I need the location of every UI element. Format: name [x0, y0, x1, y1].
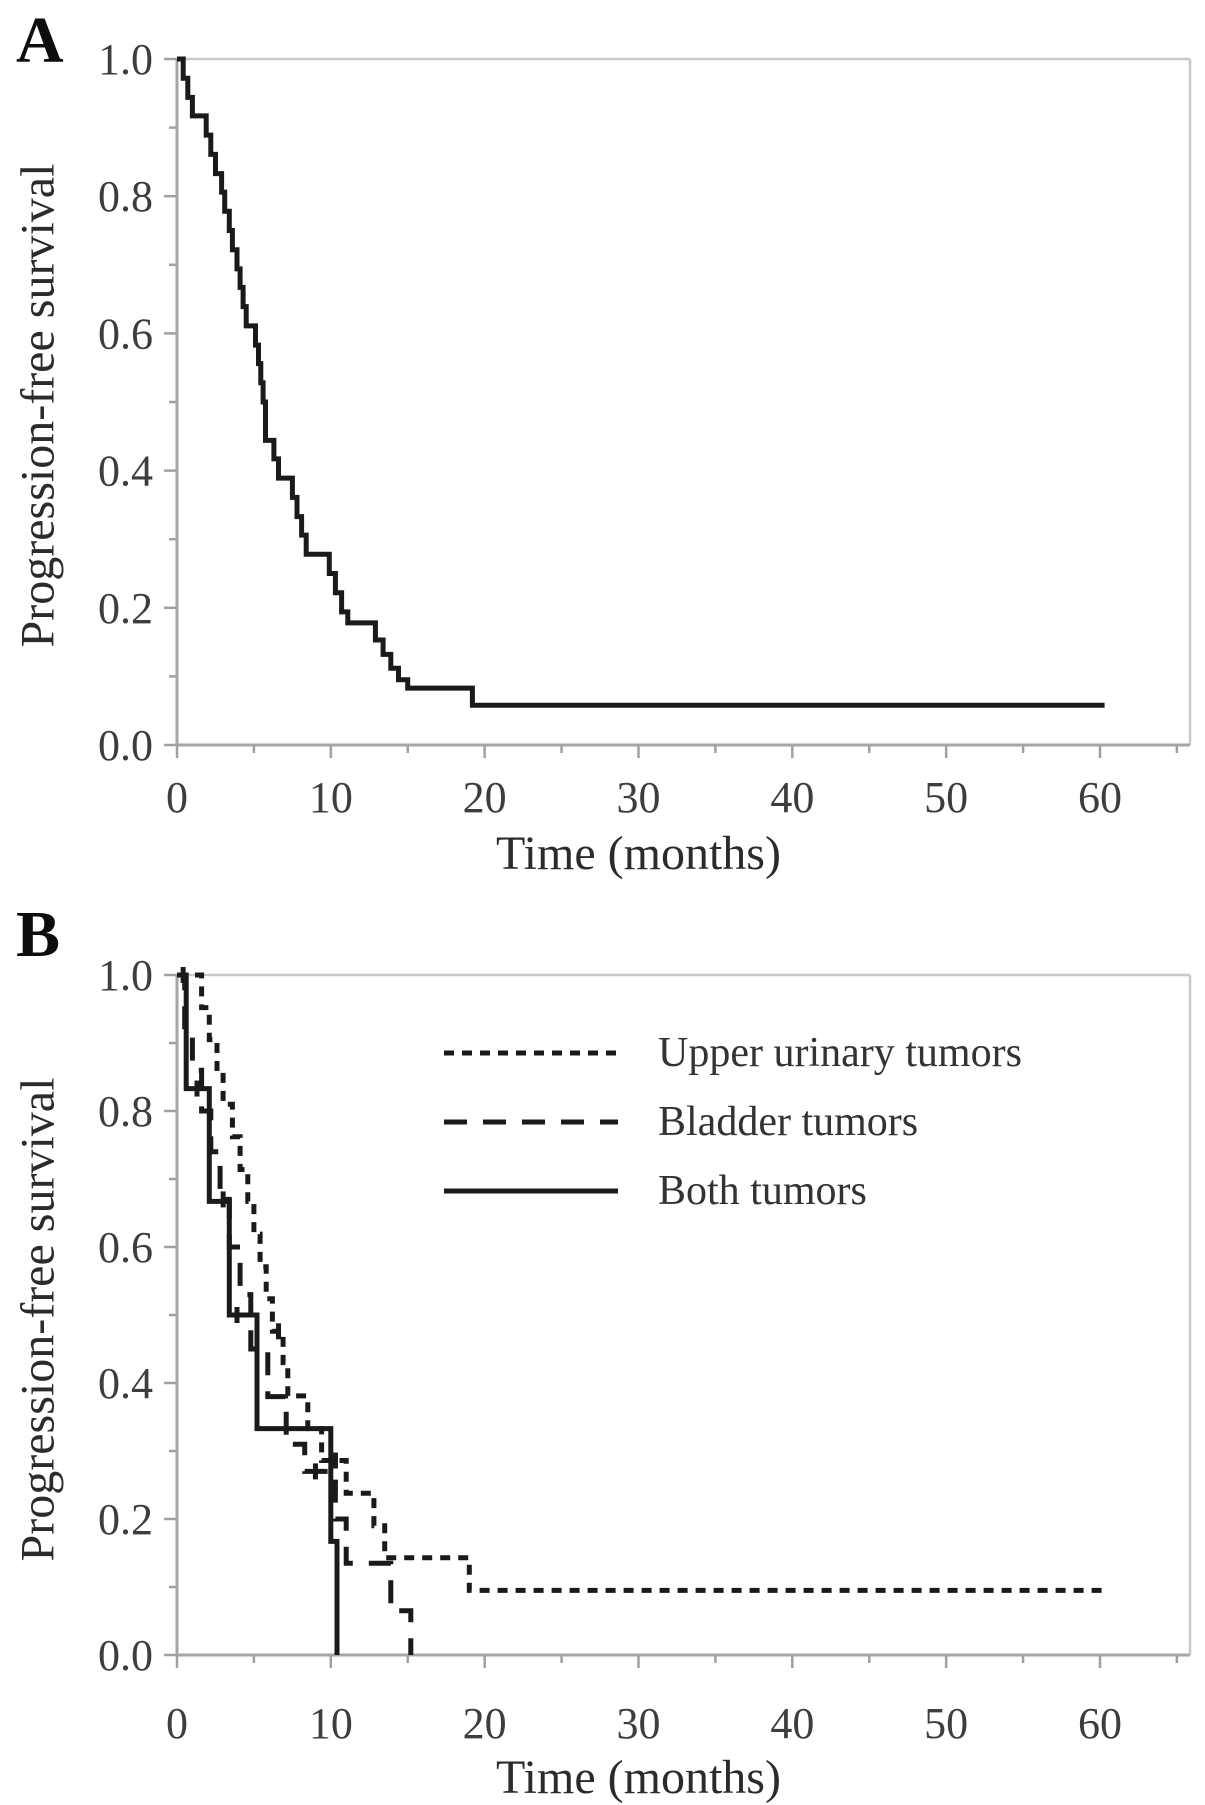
svg-text:0.0: 0.0 [98, 1631, 153, 1680]
svg-text:0.4: 0.4 [98, 1359, 153, 1408]
x-axis-title-a: Time (months) [496, 827, 781, 880]
legend-line-both-icon [444, 1188, 618, 1194]
svg-text:1.0: 1.0 [98, 951, 153, 1000]
svg-text:40: 40 [770, 773, 814, 822]
svg-text:0: 0 [166, 773, 188, 822]
legend: Upper urinary tumors Bladder tumors Both… [440, 1030, 1022, 1238]
svg-text:0.2: 0.2 [98, 1495, 153, 1544]
km-plot-b: 0 10 20 30 40 50 60 1.0 0.8 0.6 0.4 0.2 0.0 [98, 951, 1192, 1748]
svg-text:40: 40 [770, 1699, 814, 1748]
svg-text:60: 60 [1078, 773, 1122, 822]
legend-row-upper-urinary: Upper urinary tumors [440, 1030, 1022, 1076]
panel-b: 0 10 20 30 40 50 60 1.0 0.8 0.6 0.4 0.2 0.0 B Progre… [0, 880, 1205, 1805]
legend-line-upper-urinary-icon [444, 1050, 618, 1056]
svg-text:0.8: 0.8 [98, 1087, 153, 1136]
y-axis-title-a: Progression-free survival [11, 163, 65, 648]
legend-line-bladder-icon [444, 1119, 618, 1125]
svg-text:30: 30 [616, 1699, 660, 1748]
km-plot-a: 0 10 20 30 40 50 60 1.0 0.8 0.6 0.4 0.2 0.0 [98, 35, 1192, 822]
svg-text:0.6: 0.6 [98, 309, 153, 358]
svg-text:0: 0 [166, 1699, 188, 1748]
legend-label-upper-urinary: Upper urinary tumors [658, 1030, 1022, 1076]
y-axis-title-b: Progression-free survival [11, 1077, 65, 1562]
svg-text:50: 50 [924, 773, 968, 822]
svg-text:0.6: 0.6 [98, 1223, 153, 1272]
svg-text:20: 20 [463, 1699, 507, 1748]
svg-text:60: 60 [1078, 1699, 1122, 1748]
svg-text:10: 10 [309, 1699, 353, 1748]
svg-text:0.8: 0.8 [98, 172, 153, 221]
legend-label-both: Both tumors [658, 1168, 867, 1214]
svg-text:0.4: 0.4 [98, 447, 153, 496]
svg-text:50: 50 [924, 1699, 968, 1748]
legend-row-both: Both tumors [440, 1168, 1022, 1214]
svg-text:0.2: 0.2 [98, 584, 153, 633]
svg-text:10: 10 [309, 773, 353, 822]
svg-text:0.0: 0.0 [98, 721, 153, 770]
panel-a: 0 10 20 30 40 50 60 1.0 0.8 0.6 0.4 0.2 0.0 A Progre… [0, 0, 1205, 880]
svg-text:1.0: 1.0 [98, 35, 153, 84]
legend-label-bladder: Bladder tumors [658, 1099, 919, 1145]
svg-text:20: 20 [463, 773, 507, 822]
panel-letter-b: B [16, 898, 61, 971]
x-axis-title-b: Time (months) [496, 1751, 781, 1804]
svg-text:30: 30 [616, 773, 660, 822]
panel-letter-a: A [16, 4, 64, 77]
legend-row-bladder: Bladder tumors [440, 1099, 1022, 1145]
